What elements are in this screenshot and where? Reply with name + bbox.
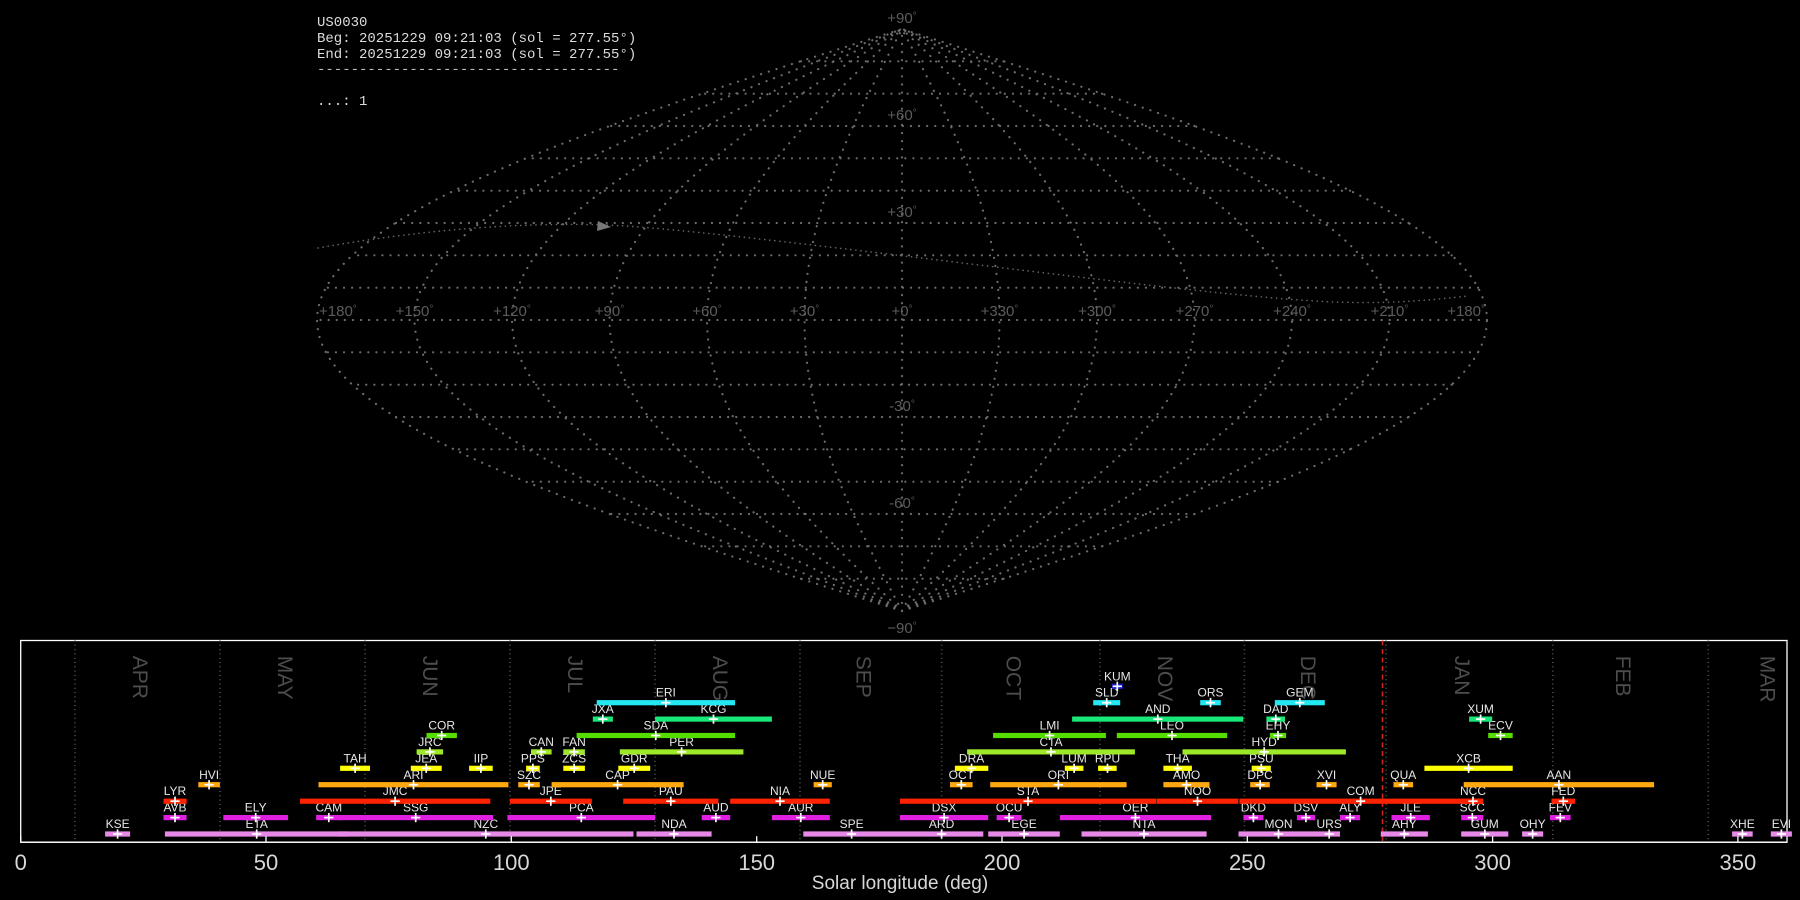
- svg-text:OHY: OHY: [1520, 817, 1546, 831]
- svg-text:ELY: ELY: [245, 801, 267, 815]
- svg-text:SEP: SEP: [851, 656, 874, 698]
- svg-text:0: 0: [15, 850, 27, 875]
- svg-text:XHE: XHE: [1730, 817, 1755, 831]
- svg-text:50: 50: [254, 850, 278, 875]
- svg-text:NOV: NOV: [1153, 656, 1176, 702]
- svg-text:ORS: ORS: [1197, 686, 1223, 700]
- svg-text:300: 300: [1474, 850, 1511, 875]
- svg-text:COR: COR: [428, 719, 455, 733]
- svg-text:350: 350: [1720, 850, 1757, 875]
- svg-text:KSE: KSE: [106, 817, 130, 831]
- svg-text:XCB: XCB: [1456, 751, 1481, 765]
- svg-text:IIP: IIP: [474, 751, 489, 765]
- svg-text:AUG: AUG: [708, 656, 731, 702]
- svg-text:ERI: ERI: [656, 686, 676, 700]
- svg-text:COM: COM: [1347, 784, 1375, 798]
- svg-text:XUM: XUM: [1467, 702, 1494, 716]
- svg-text:250: 250: [1229, 850, 1266, 875]
- svg-text:GEM: GEM: [1286, 686, 1313, 700]
- svg-text:TAH: TAH: [344, 751, 367, 765]
- svg-text:AND: AND: [1145, 702, 1171, 716]
- svg-text:LYR: LYR: [164, 784, 187, 798]
- svg-text:100: 100: [493, 850, 530, 875]
- svg-text:MON: MON: [1265, 817, 1293, 831]
- svg-text:AAN: AAN: [1547, 768, 1572, 782]
- svg-text:JAN: JAN: [1450, 656, 1473, 696]
- svg-text:JUN: JUN: [418, 656, 441, 697]
- svg-text:HVI: HVI: [199, 768, 219, 782]
- svg-text:QUA: QUA: [1390, 768, 1416, 782]
- svg-text:150: 150: [738, 850, 775, 875]
- svg-text:EVI: EVI: [1772, 817, 1791, 831]
- svg-text:KUM: KUM: [1104, 669, 1131, 683]
- svg-text:LMI: LMI: [1040, 719, 1060, 733]
- svg-text:NDA: NDA: [661, 817, 686, 831]
- svg-text:URS: URS: [1317, 817, 1342, 831]
- svg-text:Solar longitude (deg): Solar longitude (deg): [812, 873, 988, 894]
- svg-text:XVI: XVI: [1317, 768, 1336, 782]
- svg-text:MAY: MAY: [273, 656, 296, 700]
- svg-text:200: 200: [984, 850, 1021, 875]
- svg-text:NUE: NUE: [810, 768, 835, 782]
- svg-text:NIA: NIA: [770, 784, 790, 798]
- svg-text:MAR: MAR: [1755, 656, 1778, 703]
- svg-text:FEB: FEB: [1611, 656, 1634, 697]
- svg-text:JUL: JUL: [563, 656, 586, 693]
- svg-text:SPE: SPE: [840, 817, 864, 831]
- svg-text:APR: APR: [128, 656, 151, 699]
- svg-text:CAN: CAN: [529, 735, 554, 749]
- svg-text:OCT: OCT: [1001, 656, 1024, 701]
